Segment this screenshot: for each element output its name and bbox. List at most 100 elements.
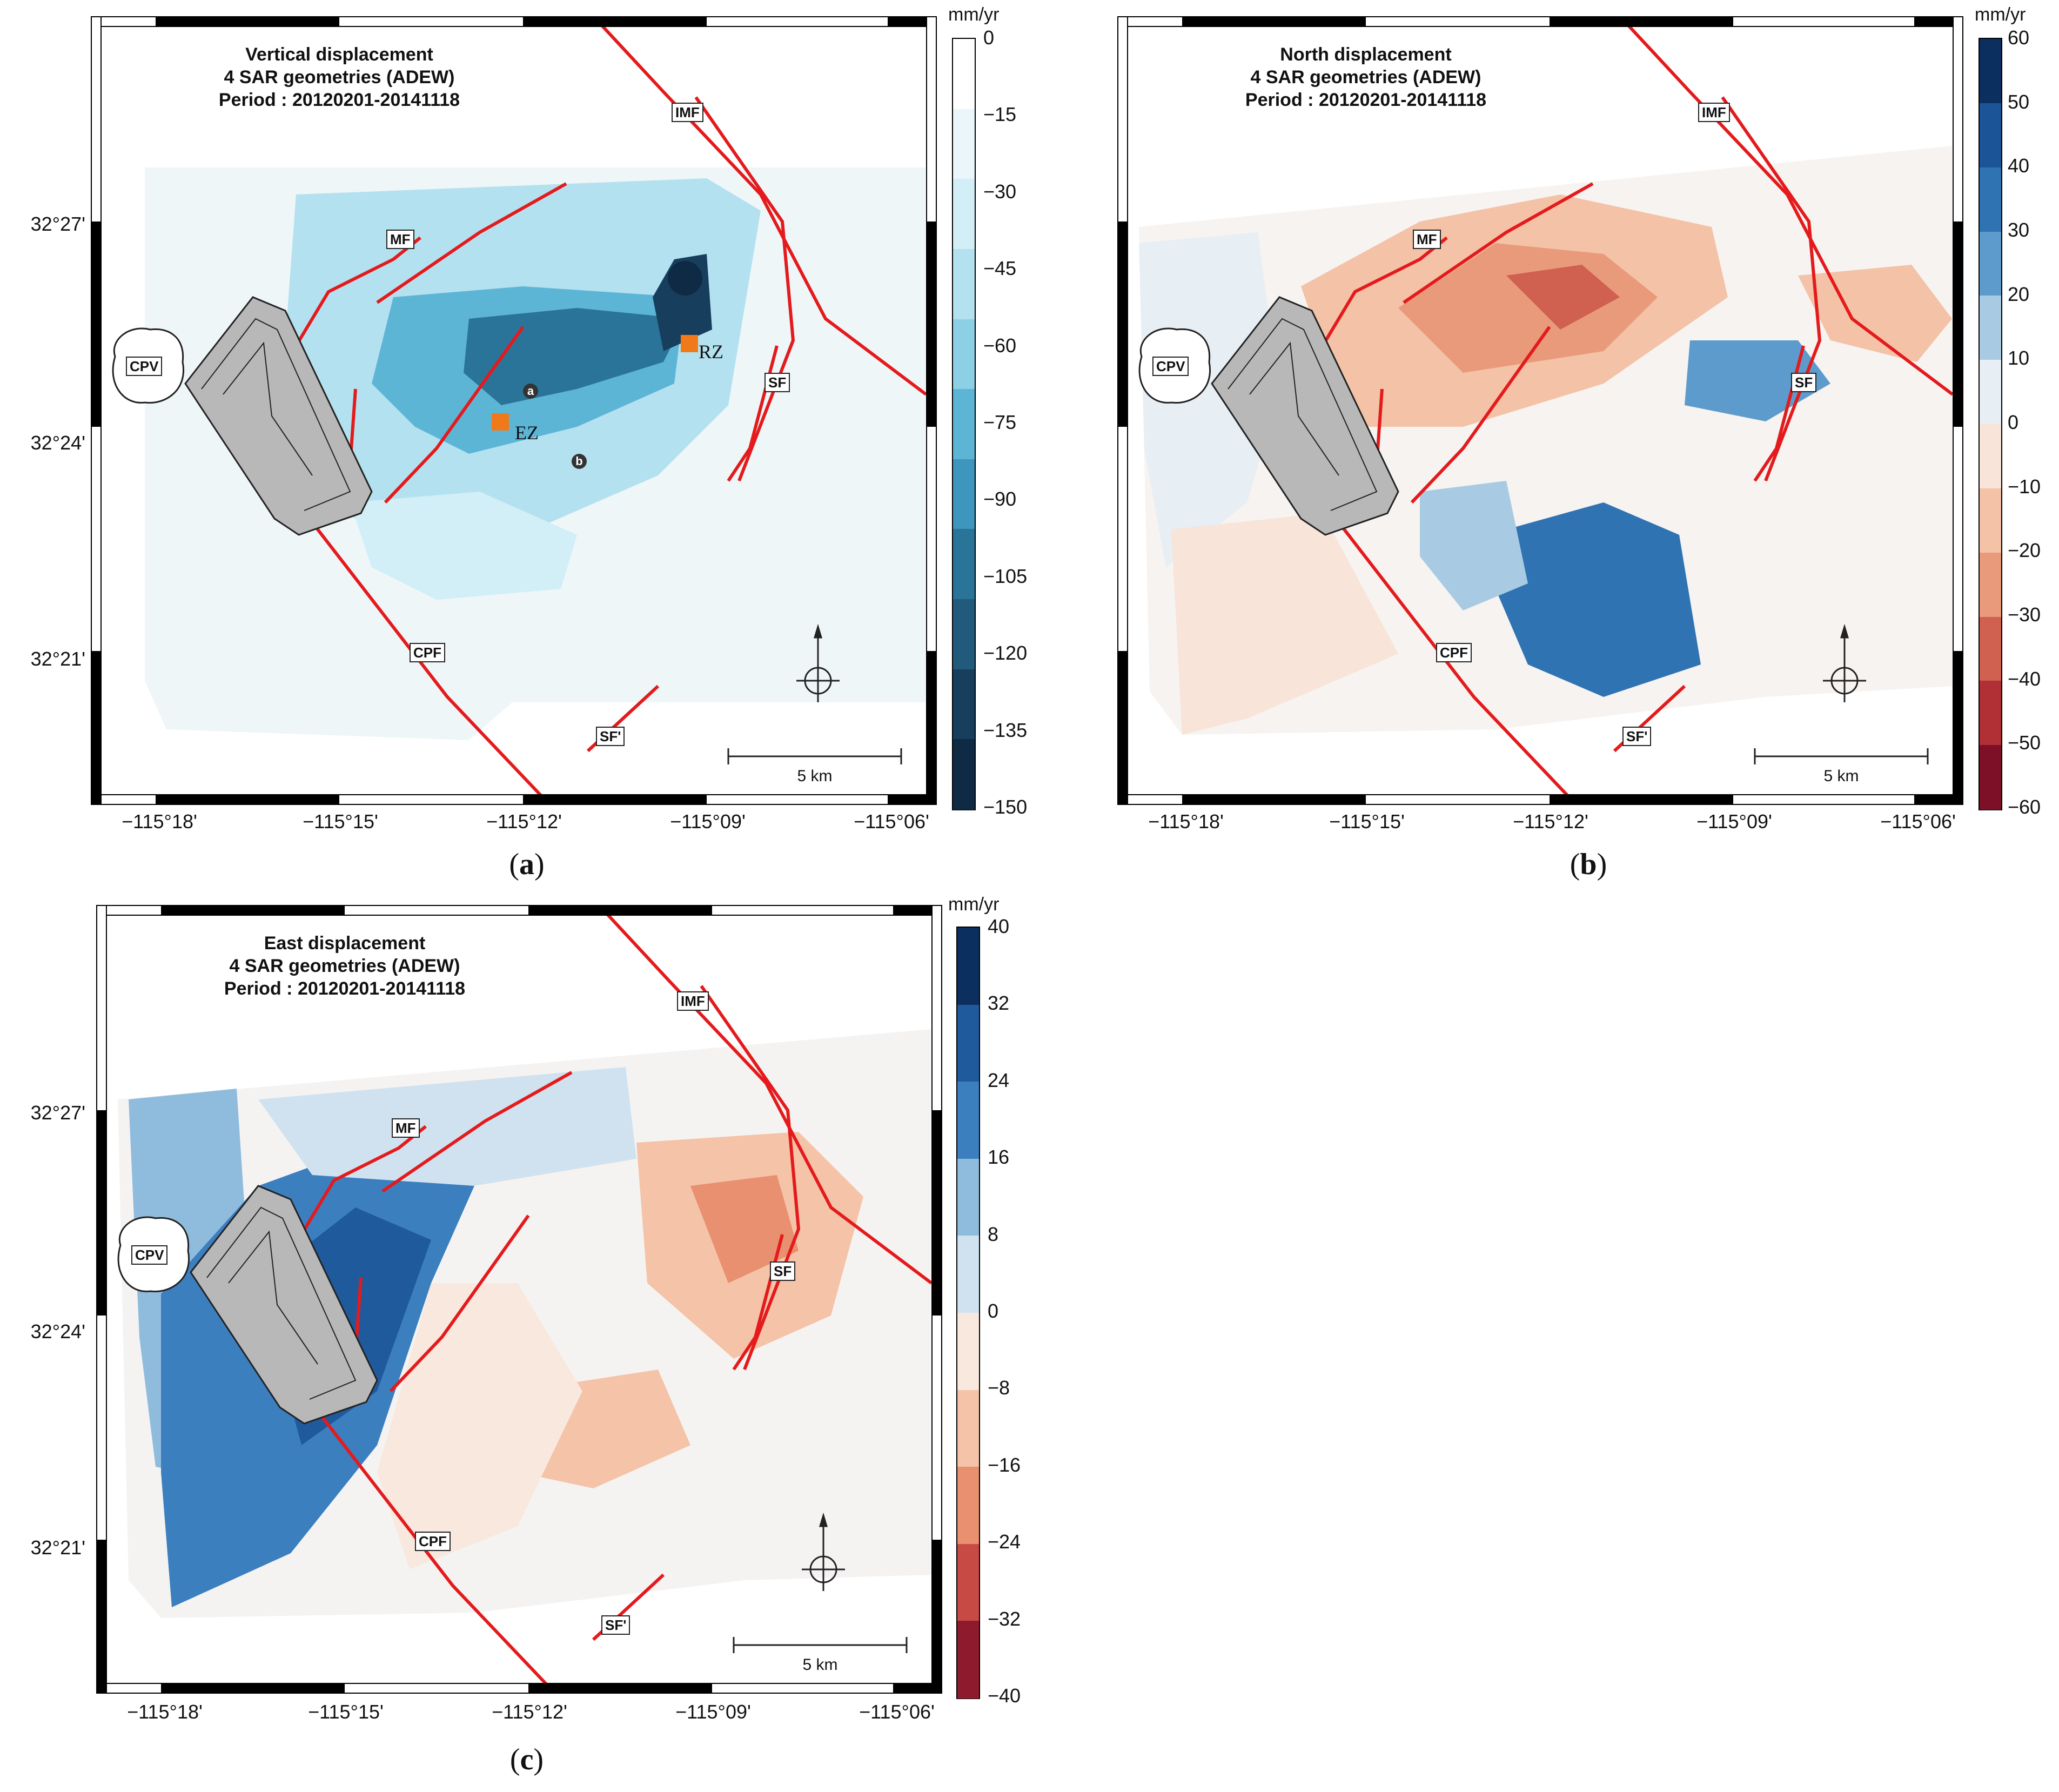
lon-tick: −115°06' <box>854 810 929 833</box>
fault-label-sf-prime: SF' <box>596 727 625 746</box>
colorbar <box>956 927 980 1699</box>
power-plant <box>184 296 373 536</box>
colorbar-tick: −20 <box>2008 539 2041 562</box>
colorbar-segment <box>957 1621 979 1699</box>
scale-label: 5 km <box>802 1656 838 1674</box>
colorbar-segment <box>953 389 975 460</box>
north-arrow <box>802 1512 845 1591</box>
fault-label-cpf: CPF <box>1436 643 1472 662</box>
colorbar <box>1978 38 2002 810</box>
power-plant <box>190 1185 378 1425</box>
colorbar-tick: −90 <box>983 488 1017 511</box>
colorbar-segment <box>953 739 975 810</box>
colorbar-tick: −75 <box>983 411 1017 433</box>
colorbar-segment <box>953 669 975 740</box>
map-b: North displacement 4 SAR geometries (ADEW… <box>1117 16 1963 805</box>
colorbar-tick: 20 <box>2008 283 2030 305</box>
lon-tick: −115°06' <box>1880 810 1956 833</box>
colorbar-tick: −30 <box>983 180 1017 203</box>
colorbar-tick: −15 <box>983 103 1017 126</box>
rz-marker <box>681 335 698 352</box>
colorbar-tick: −30 <box>2008 603 2041 626</box>
colorbar-segment <box>953 599 975 670</box>
lon-tick: −115°09' <box>675 1701 751 1723</box>
colorbar-segment <box>957 1467 979 1545</box>
north-west-block <box>1139 232 1279 567</box>
colorbar-ticks: 0 −15 −30 −45 −60 −75 −90 −105 −120 −135 −150 <box>983 26 1048 818</box>
colorbar-tick: −60 <box>2008 796 2041 818</box>
colorbar-segment <box>953 109 975 180</box>
ez-label: EZ <box>515 422 539 444</box>
colorbar-segment <box>953 249 975 320</box>
lon-tick: −115°12' <box>492 1701 567 1723</box>
lon-tick: −115°15' <box>308 1701 384 1723</box>
south-west-block <box>1171 513 1398 735</box>
colorbar-tick: 16 <box>988 1146 1010 1169</box>
colorbar-segment <box>953 319 975 390</box>
colorbar-segment <box>957 1543 979 1622</box>
colorbar-segment <box>957 1390 979 1468</box>
colorbar-tick: −50 <box>2008 731 2041 754</box>
north-arrow <box>1823 623 1866 702</box>
panel-a-title: Vertical displacement 4 SAR geometries (A… <box>218 44 460 110</box>
fault-label-sf: SF <box>770 1261 796 1281</box>
lon-tick: −115°18' <box>122 810 197 833</box>
colorbar-segment <box>1980 103 2001 168</box>
scale-label: 5 km <box>797 767 833 785</box>
colorbar-tick: 0 <box>2008 411 2019 433</box>
scale-bar <box>733 1637 908 1653</box>
map-c: East displacement 4 SAR geometries (ADEW)… <box>96 905 942 1694</box>
north-arrow <box>796 623 840 702</box>
colorbar-tick: 24 <box>988 1069 1010 1091</box>
lon-tick: −115°18' <box>1148 810 1224 833</box>
frame-top <box>1117 16 1963 27</box>
north-displacement-core <box>1506 265 1620 330</box>
fault-label-mf: MF <box>1413 230 1441 249</box>
colorbar-tick: −105 <box>983 565 1028 587</box>
colorbar-segment <box>1980 681 2001 746</box>
south-displacement-zone <box>1495 502 1701 697</box>
colorbar-segment <box>953 39 975 110</box>
colorbar-segment <box>957 928 979 1005</box>
fault-label-sf-prime: SF' <box>601 1615 631 1635</box>
power-plant <box>1211 296 1399 536</box>
scale-bar <box>1754 748 1929 764</box>
colorbar <box>952 38 976 810</box>
colorbar-tick: −45 <box>983 257 1017 280</box>
colorbar-segment <box>1980 39 2001 104</box>
colorbar-segment <box>953 459 975 530</box>
colorbar-unit: mm/yr <box>948 4 1000 25</box>
caption-a: (a) <box>509 848 545 881</box>
point-a-marker: a <box>523 384 538 399</box>
colorbar-segment <box>1980 488 2001 553</box>
colorbar-tick: 40 <box>2008 155 2030 177</box>
colorbar-segment <box>1980 360 2001 425</box>
scale-bar <box>727 748 902 764</box>
south-displacement-rim <box>1420 481 1528 610</box>
colorbar-segment <box>1980 231 2001 297</box>
fault-label-sf: SF <box>764 373 790 392</box>
lon-tick: −115°18' <box>127 1701 203 1723</box>
subsidence-spot <box>668 261 702 296</box>
panel-b-title: North displacement 4 SAR geometries (ADEW… <box>1245 44 1487 110</box>
frame-bottom <box>1117 794 1963 805</box>
caption-b: (b) <box>1570 848 1607 881</box>
map-a: Vertical displacement 4 SAR geometries (A… <box>91 16 937 805</box>
east-blue-patch <box>1685 340 1830 421</box>
colorbar-tick: −135 <box>983 719 1028 741</box>
fault-label-mf: MF <box>392 1118 420 1138</box>
frame-top <box>91 16 937 27</box>
lon-tick: −115°12' <box>486 810 562 833</box>
fault-label-cpv: CPV <box>131 1245 168 1265</box>
colorbar-tick: 50 <box>2008 90 2030 113</box>
colorbar-segment <box>1980 616 2001 682</box>
lat-tick: 32°21' <box>30 1536 85 1559</box>
colorbar-tick: −10 <box>2008 475 2041 498</box>
colorbar-segment <box>957 1004 979 1083</box>
fault-label-cpv: CPV <box>1152 357 1189 376</box>
fault-label-sf: SF <box>1791 373 1817 392</box>
colorbar-tick: −40 <box>988 1684 1021 1707</box>
fault-label-imf: IMF <box>1698 103 1730 122</box>
colorbar-tick: 30 <box>2008 219 2030 241</box>
lon-tick: −115°15' <box>1329 810 1405 833</box>
